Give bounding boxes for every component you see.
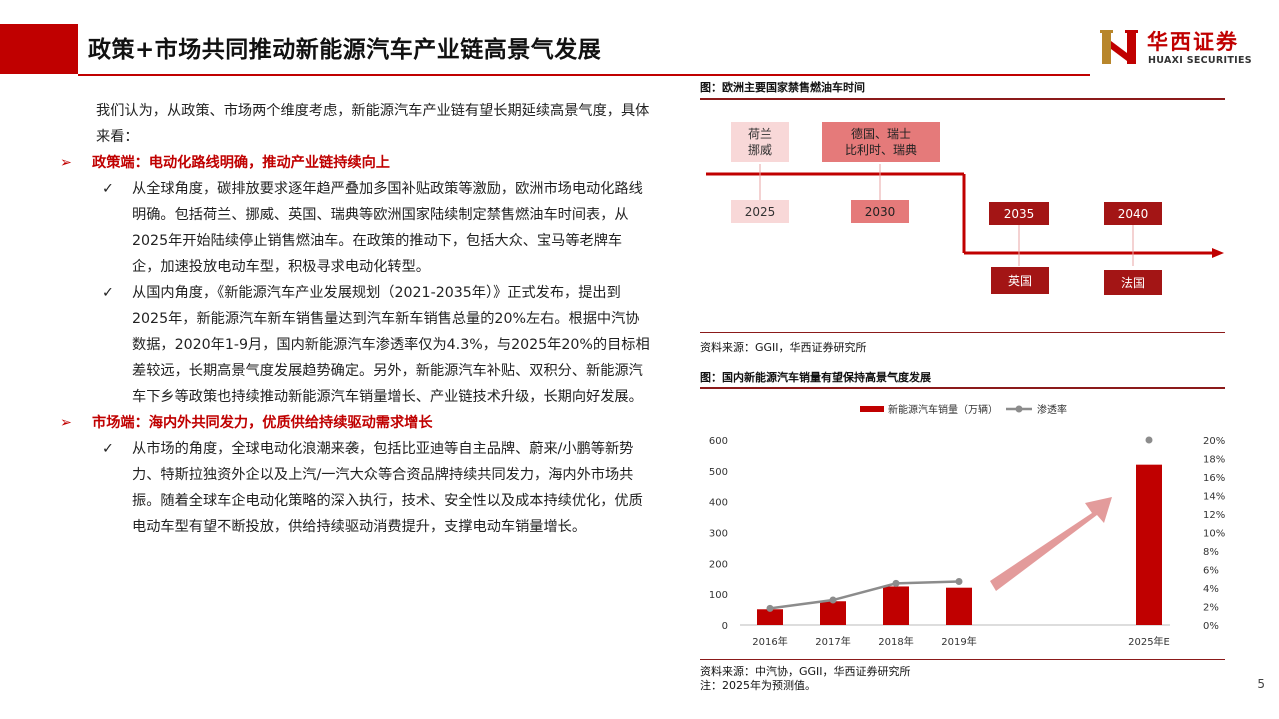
year-2025-box: 2025 [731,200,789,223]
arrow-bullet-icon: ➢ [60,415,72,431]
policy-point-global-text: 从全球角度，碳排放要求逐年趋严叠加多国补贴政策等激励，欧洲市场电动化路线明确。包… [132,181,643,275]
header-accent-bar [0,24,78,74]
y-right-tick-label: 6% [1203,566,1219,577]
chart-source: 资料来源：中汽协，GGII，华西证券研究所 [700,665,911,678]
intro-paragraph: 我们认为，从政策、市场两个维度考虑，新能源汽车产业链有望长期延续高景气度，具体来… [96,103,650,145]
logo-english-name: HUAXI SECURITIES [1148,55,1252,66]
check-icon: ✓ [102,285,114,301]
country-2035-box: 英国 [991,267,1049,294]
page-title: 政策+市场共同推动新能源汽车产业链高景气发展 [88,37,602,63]
bar-1 [820,601,846,625]
chart-top-rule [700,387,1225,389]
y-right-tick-label: 2% [1203,603,1219,614]
y-right-tick-label: 16% [1203,473,1225,484]
bar-0 [757,609,783,625]
market-heading: ➢ 市场端：海内外共同发力，优质供给持续驱动需求增长 [60,410,650,436]
policy-point-domestic: ✓ 从国内角度，《新能源汽车产业发展规划（2021-2035年）》正式发布，提出… [60,280,650,410]
legend-bar-label: 新能源汽车销量（万辆） [888,403,998,416]
x-tick-label: 2017年 [815,635,850,648]
y-left-tick-label: 0 [722,621,728,632]
y-right-tick-label: 0% [1203,621,1219,632]
body-text: 我们认为，从政策、市场两个维度考虑，新能源汽车产业链有望长期延续高景气度，具体来… [60,98,650,540]
policy-heading-text: 政策端：电动化路线明确，推动产业链持续向上 [92,155,390,171]
y-left-tick-label: 400 [709,498,728,509]
sales-chart: 0 100 200 300 400 500 600 0% 2% 4% 6% 8% 10% 12% 14% 16… [709,403,1225,648]
penetration-point-0 [766,604,774,612]
policy-point-domestic-text: 从国内角度，《新能源汽车产业发展规划（2021-2035年）》正式发布，提出到2… [132,285,650,405]
country-2040-box: 法国 [1104,270,1162,295]
y-left-tick-label: 300 [709,529,728,540]
x-tick-label: 2019年 [941,635,976,648]
timeline-title: 图：欧洲主要国家禁售燃油车时间 [700,81,865,94]
timeline-lines [706,164,1224,266]
countries-2025-box: 荷兰 挪威 [731,122,789,162]
bar-2 [883,586,909,625]
y-left-tick-label: 100 [709,590,728,601]
y-right-tick-label: 4% [1203,584,1219,595]
y-right-tick-label: 20% [1203,436,1225,447]
timeline-bottom-rule [700,332,1225,333]
y-right-tick-label: 12% [1203,510,1225,521]
penetration-point-4 [1145,436,1153,444]
header-divider [78,74,1090,76]
bar-4 [1136,464,1162,625]
y-right-tick-label: 18% [1203,455,1225,466]
year-2040-box: 2040 [1104,202,1162,225]
x-tick-label: 2025年E [1128,635,1170,648]
growth-arrow-icon [990,497,1112,591]
year-2030-box: 2030 [851,200,909,223]
year-2035-box: 2035 [989,202,1049,225]
penetration-point-3 [955,578,963,586]
y-left-tick-label: 500 [709,467,728,478]
y-right-tick-label: 10% [1203,529,1225,540]
arrow-bullet-icon: ➢ [60,155,72,171]
market-heading-text: 市场端：海内外共同发力，优质供给持续驱动需求增长 [92,415,433,431]
check-icon: ✓ [102,441,114,457]
huaxi-logo-icon [1100,30,1138,64]
logo-chinese-name: 华西证券 [1147,30,1239,54]
y-left-tick-label: 200 [709,559,728,570]
penetration-point-1 [829,596,837,604]
timeline-source: 资料来源：GGII，华西证券研究所 [700,341,867,354]
y-right-tick-label: 8% [1203,547,1219,558]
x-tick-label: 2018年 [878,635,913,648]
market-point: ✓ 从市场的角度，全球电动化浪潮来袭，包括比亚迪等自主品牌、蔚来/小鹏等新势力、… [60,436,650,540]
bar-3 [946,587,972,625]
market-point-text: 从市场的角度，全球电动化浪潮来袭，包括比亚迪等自主品牌、蔚来/小鹏等新势力、特斯… [132,441,643,535]
timeline-top-rule [700,98,1225,100]
legend-line-marker [1015,405,1023,413]
chart-note: 注：2025年为预测值。 [700,679,816,692]
policy-point-global: ✓ 从全球角度，碳排放要求逐年趋严叠加多国补贴政策等激励，欧洲市场电动化路线明确… [60,176,650,280]
legend-bar-swatch [860,406,884,412]
page-number: 5 [1257,677,1265,691]
check-icon: ✓ [102,181,114,197]
chart-bottom-rule [700,659,1225,660]
y-right-tick-label: 14% [1203,492,1225,503]
legend-line-label: 渗透率 [1037,403,1067,416]
penetration-line [769,580,960,610]
policy-heading: ➢ 政策端：电动化路线明确，推动产业链持续向上 [60,150,650,176]
x-tick-label: 2016年 [752,635,787,648]
penetration-point-2 [892,579,900,587]
countries-2030-box: 德国、瑞士 比利时、瑞典 [822,122,940,162]
y-left-tick-label: 600 [709,436,728,447]
chart-title: 图：国内新能源汽车销量有望保持高景气度发展 [700,371,931,384]
